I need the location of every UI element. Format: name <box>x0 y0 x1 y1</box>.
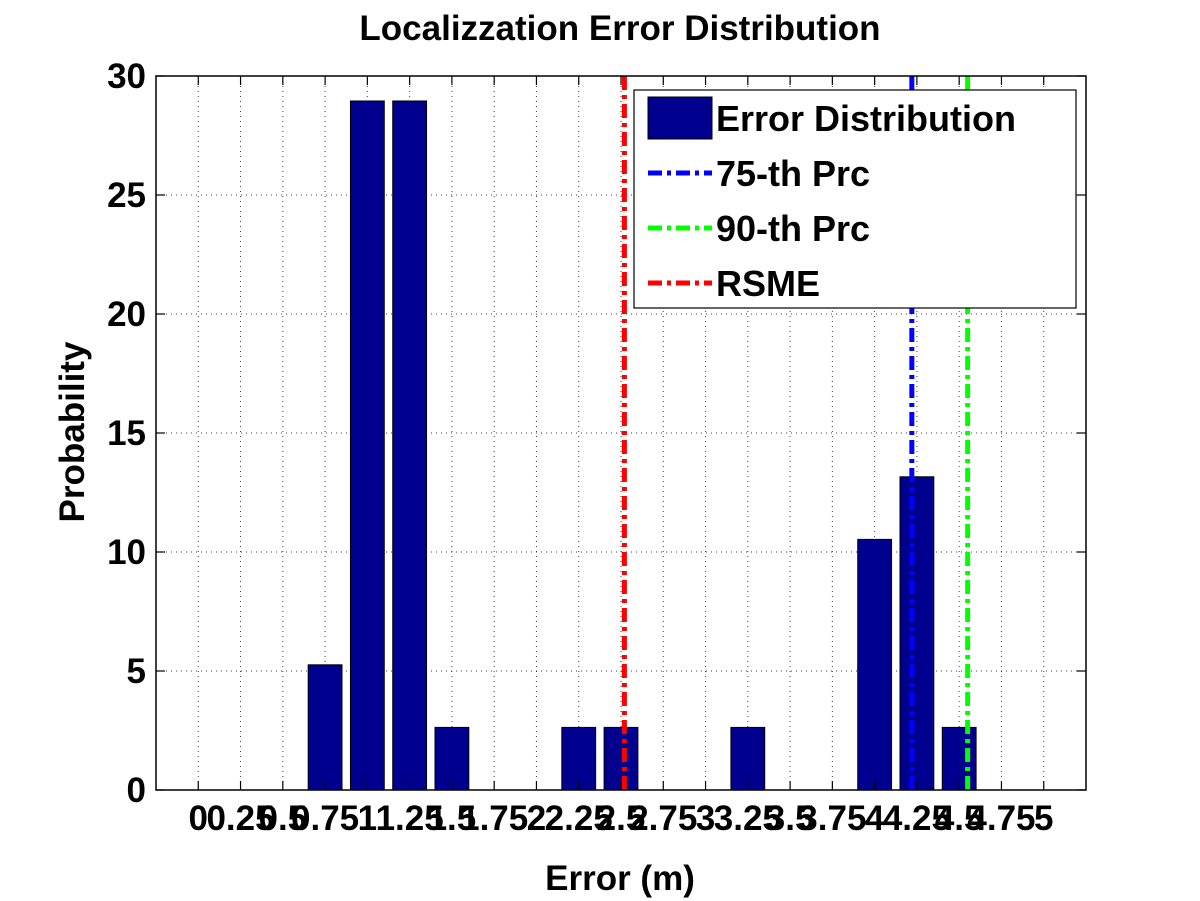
legend-label: 75-th Prc <box>716 153 870 194</box>
bars <box>307 100 977 791</box>
x-tick-label: 1 <box>358 799 377 838</box>
y-tick-label: 25 <box>107 176 146 215</box>
legend: Error Distribution 75-th Prc 90-th Prc RSME <box>633 89 1077 309</box>
histogram-bar <box>857 538 893 791</box>
x-tick-label: 4 <box>865 799 885 838</box>
x-tick-label: 3 <box>696 799 715 838</box>
x-tick-label: 0.25 <box>206 799 274 838</box>
y-tick-label: 0 <box>127 771 146 810</box>
x-tick-label: 2.25 <box>545 799 613 838</box>
x-tick-label: 1.5 <box>428 799 477 838</box>
x-tick-label: 1.75 <box>460 799 528 838</box>
histogram-bar <box>349 100 385 791</box>
y-tick-label: 10 <box>107 533 146 572</box>
y-tick-label: 20 <box>107 295 146 334</box>
x-tick-label: 4.5 <box>935 799 984 838</box>
chart-title: Localizzation Error Distribution <box>359 9 880 48</box>
histogram-bar <box>730 726 766 791</box>
histogram-bar <box>899 476 935 791</box>
x-tick-label: 1.25 <box>376 799 444 838</box>
x-tick-label: 4.25 <box>883 799 951 838</box>
legend-label: RSME <box>716 263 820 304</box>
histogram-bar <box>392 100 428 791</box>
x-tick-label: 5 <box>1034 799 1053 838</box>
y-tick-label: 30 <box>107 57 146 96</box>
legend-swatch <box>647 96 713 140</box>
histogram-bar <box>307 664 343 791</box>
x-tick-label: 2.5 <box>597 799 646 838</box>
histogram-bar <box>434 726 470 791</box>
x-tick-label: 3.5 <box>766 799 815 838</box>
histogram-bar <box>603 726 639 791</box>
x-tick-label: 0.75 <box>291 799 359 838</box>
x-tick-label: 4.75 <box>967 799 1035 838</box>
x-tick-label: 3.75 <box>798 799 866 838</box>
x-tick-label: 2 <box>527 799 546 838</box>
y-axis-label: Probability <box>53 341 92 522</box>
y-tick-label: 15 <box>107 414 146 453</box>
axis-ticks: 00.250.50.7511.251.51.7522.252.52.7533.2… <box>107 57 1086 838</box>
x-tick-label: 0 <box>189 799 208 838</box>
legend-label: Error Distribution <box>716 98 1016 139</box>
histogram-bar <box>561 726 597 791</box>
histogram-bar <box>941 726 977 791</box>
x-axis-label: Error (m) <box>545 859 695 898</box>
x-tick-label: 2.75 <box>629 799 697 838</box>
y-tick-label: 5 <box>127 652 146 691</box>
legend-label: 90-th Prc <box>716 208 870 249</box>
x-tick-label: 0.5 <box>258 799 307 838</box>
x-tick-label: 3.25 <box>714 799 782 838</box>
